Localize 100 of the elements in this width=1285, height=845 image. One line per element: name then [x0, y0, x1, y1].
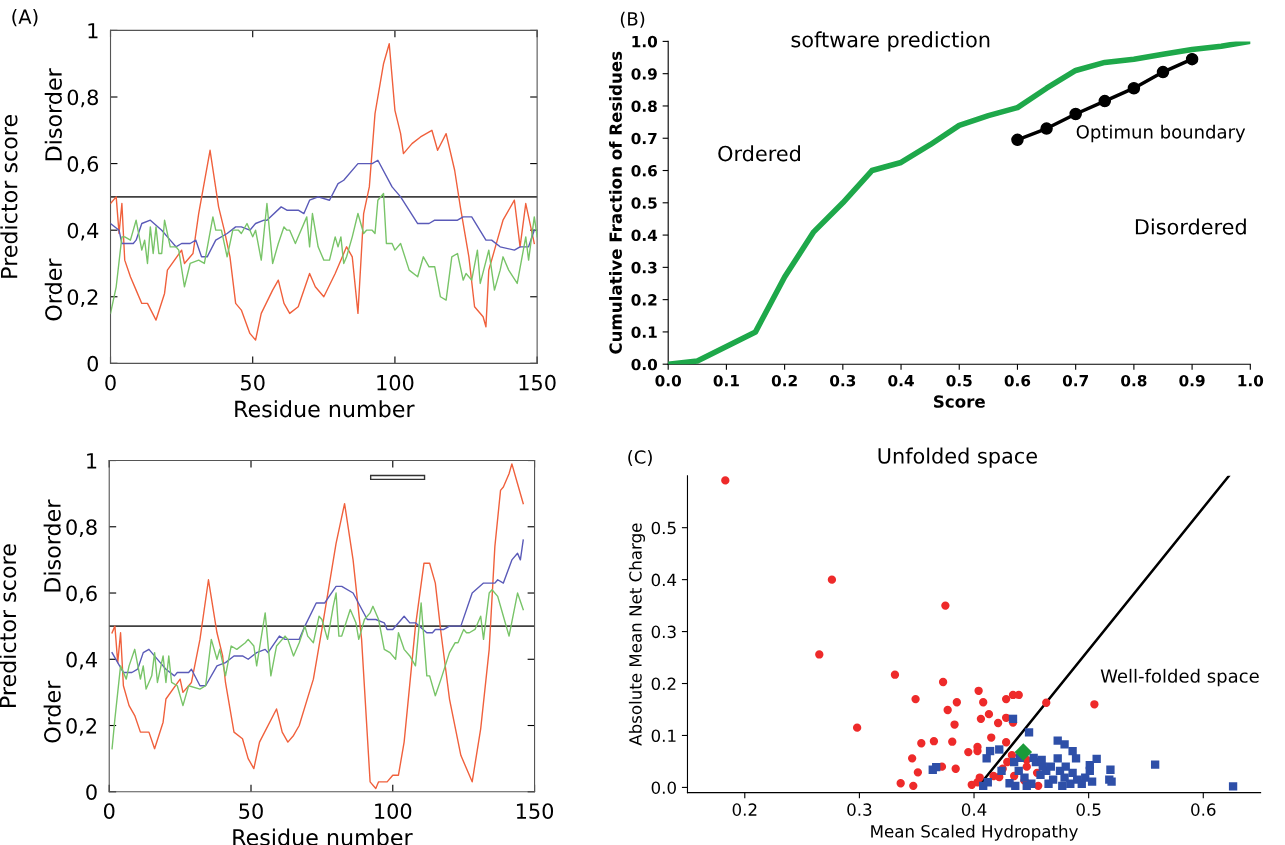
- y-tick-label: 0: [86, 784, 97, 800]
- x-tick-label: 50: [239, 803, 263, 819]
- annotation: Disordered: [1135, 218, 1246, 235]
- point: [1090, 700, 1099, 709]
- point: [1185, 52, 1199, 66]
- point: [1014, 743, 1033, 761]
- point: [964, 747, 973, 757]
- point: [1024, 728, 1034, 737]
- y-tick-label: 0.4: [651, 573, 677, 587]
- point: [1069, 107, 1082, 121]
- x-tick-label: 0.1: [713, 374, 739, 387]
- y-tick-label: 0,4: [66, 651, 97, 670]
- point: [948, 737, 957, 746]
- x-tick-label: 0.4: [961, 803, 987, 816]
- x-tick-label: 0: [103, 803, 115, 819]
- y-tick-label: 0,8: [67, 89, 98, 108]
- point: [941, 601, 950, 610]
- point: [984, 710, 994, 719]
- point: [721, 476, 730, 485]
- y-tick-label: 0,2: [67, 289, 98, 308]
- x-tick-label: 0.7: [1062, 374, 1088, 387]
- y-tick-label: 0.8: [631, 100, 657, 112]
- x-tick-label: 100: [377, 374, 414, 391]
- x-tick-label: 50: [241, 374, 265, 391]
- point: [907, 754, 917, 763]
- point: [1053, 754, 1062, 763]
- point: [1061, 762, 1070, 771]
- y-tick-label: 0: [87, 355, 99, 372]
- x-tick-label: 0.6: [1191, 803, 1216, 816]
- point: [1098, 94, 1112, 108]
- point: [1011, 781, 1020, 791]
- y-tick-label: 0,8: [66, 519, 97, 538]
- x-tick-label: 0.9: [1179, 374, 1205, 387]
- point: [932, 762, 941, 772]
- y-tick-label: 0.2: [651, 677, 676, 691]
- y-tick-label: 0,2: [66, 717, 97, 736]
- y-axis-title: Predictor score: [0, 544, 17, 707]
- line-series: [111, 589, 524, 750]
- y-tick-label: 0.3: [631, 261, 657, 274]
- series-label: Optimun boundary: [1076, 124, 1246, 143]
- point: [1228, 782, 1238, 791]
- y-tick-label: 1: [87, 453, 97, 469]
- point: [1060, 740, 1069, 749]
- y-tick-label: 0.0: [651, 781, 676, 794]
- y-tick-label: 0.7: [631, 132, 657, 145]
- x-tick-label: 0.3: [830, 374, 856, 387]
- x-tick-label: 150: [516, 803, 554, 819]
- point: [911, 694, 920, 704]
- point: [1156, 65, 1170, 79]
- text: Disorder: [44, 68, 62, 161]
- point: [1058, 781, 1067, 791]
- annotation: Well-folded space: [1100, 668, 1259, 687]
- x-axis-title: Mean Scaled Hydropathy: [871, 824, 1078, 841]
- y-tick-label: 0.5: [631, 197, 657, 209]
- text: (B): [620, 11, 645, 28]
- point: [1007, 751, 1017, 760]
- y-tick-label: 0,6: [66, 585, 97, 604]
- y-tick-label: 0.2: [631, 294, 657, 306]
- text: Disorder: [43, 499, 61, 592]
- y-axis-title: Cumulative Fraction of Residues: [609, 51, 622, 354]
- point: [1040, 122, 1053, 135]
- point: [995, 745, 1004, 754]
- point: [974, 686, 983, 695]
- point: [943, 705, 952, 715]
- y-tick-label: 0.1: [631, 326, 657, 338]
- text: Unfolded space: [878, 447, 1037, 468]
- text: (C): [628, 449, 652, 466]
- point: [979, 698, 988, 707]
- point: [917, 739, 926, 748]
- y-tick-label: 1.0: [632, 35, 658, 48]
- line-series: [111, 463, 524, 790]
- y-tick-label: 0.9: [631, 68, 657, 80]
- point: [1150, 760, 1160, 769]
- x-tick-label: 0.8: [1121, 374, 1147, 387]
- point: [1092, 754, 1101, 764]
- point: [827, 575, 837, 584]
- y-tick-label: 0.1: [651, 729, 676, 743]
- line-series: [110, 192, 538, 315]
- point: [979, 781, 988, 791]
- point: [1011, 133, 1024, 147]
- point: [1048, 775, 1058, 784]
- x-axis-title: Residue number: [233, 828, 413, 845]
- point: [1085, 766, 1094, 775]
- point: [1001, 738, 1011, 747]
- point: [1106, 765, 1115, 774]
- x-tick-label: 0: [105, 374, 116, 391]
- y-axis-title: Absolute Mean Net Charge: [628, 523, 645, 746]
- point: [938, 677, 948, 687]
- point: [1127, 81, 1141, 95]
- point: [976, 714, 986, 724]
- point: [1071, 754, 1081, 763]
- text: Order: [44, 258, 62, 321]
- point: [975, 773, 984, 782]
- point: [1046, 762, 1055, 771]
- point: [913, 768, 923, 777]
- x-tick-label: 0.6: [1004, 374, 1031, 387]
- point: [950, 720, 959, 729]
- y-tick-label: 0.4: [631, 229, 658, 242]
- x-axis-title: Residue number: [235, 400, 415, 418]
- y-tick-label: 0.5: [651, 521, 676, 535]
